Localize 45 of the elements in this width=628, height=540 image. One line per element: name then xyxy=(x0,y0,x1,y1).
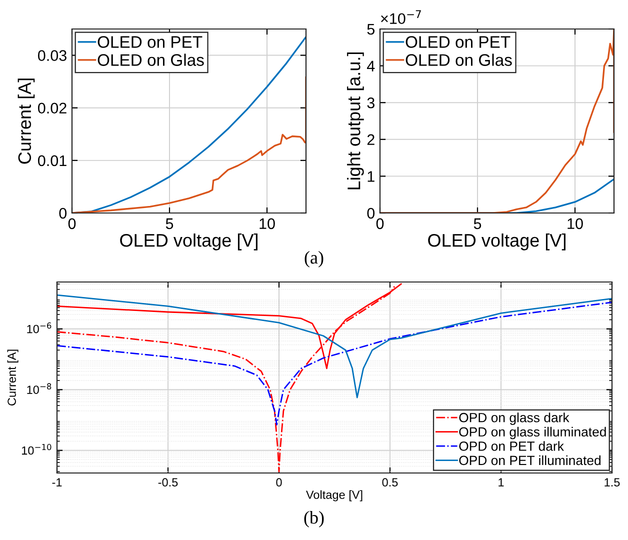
y-tick-label: 10$^{−8}$ xyxy=(27,383,52,394)
x-tick-label: 5 xyxy=(166,218,174,230)
y-tick-label: 0.02 xyxy=(38,102,66,114)
line-series xyxy=(57,294,612,398)
legend-label: OLED on PET xyxy=(98,36,202,48)
y-tick-label: 0 xyxy=(367,208,375,219)
text: (b) xyxy=(304,511,324,528)
x-tick-label: 0.5 xyxy=(382,478,398,487)
x-tick-label: 5 xyxy=(474,218,482,230)
x-axis-title: OLED voltage [V] xyxy=(120,233,258,250)
x-tick-label: 10 xyxy=(568,218,583,230)
y-tick-label: 2 xyxy=(367,134,374,145)
y-tick-label: 10$^{−6}$ xyxy=(27,322,52,334)
x-tick-label: 0 xyxy=(376,218,384,230)
x-tick-label: 1.5 xyxy=(604,478,620,487)
x-tick-label: -0.5 xyxy=(158,478,178,487)
legend-label: OPD on PET illuminated xyxy=(459,455,601,466)
y-tick-label: 3 xyxy=(367,97,374,108)
y-tick-label: 10$^{−10}$ xyxy=(22,444,52,455)
x-axis-title: Voltage [V] xyxy=(306,490,362,502)
legend-label: OLED on PET xyxy=(406,36,510,48)
y-tick-label: 0 xyxy=(59,208,67,219)
x-tick-label: 10 xyxy=(260,218,275,230)
y-tick-label: 0.01 xyxy=(38,155,66,166)
y-axis-title: Light output [a.u.] xyxy=(347,52,364,190)
y-tick-label: 4 xyxy=(366,60,375,72)
legend-label: OLED on Glas xyxy=(98,54,204,66)
legend-label: OPD on glass illuminated xyxy=(459,426,606,440)
y-axis-title: Current [A] xyxy=(18,78,35,164)
x-tick-label: 0 xyxy=(276,478,282,487)
text: ×10$^{−7}$ xyxy=(381,10,421,24)
line-series xyxy=(380,29,614,213)
y-tick-label: 1 xyxy=(368,171,374,182)
x-tick-label: 1 xyxy=(498,478,504,486)
legend-label: OPD on PET dark xyxy=(459,441,564,451)
x-tick-label: 0 xyxy=(68,218,76,230)
legend-label: OPD on glass dark xyxy=(459,412,570,425)
x-axis-title: OLED voltage [V] xyxy=(428,233,566,250)
legend-label: OLED on Glas xyxy=(406,54,512,66)
text: (a) xyxy=(304,251,324,268)
y-tick-label: 5 xyxy=(367,24,374,35)
line-series xyxy=(57,302,612,426)
y-axis-title: Current [A] xyxy=(7,350,18,406)
y-tick-label: 0.03 xyxy=(38,50,66,61)
x-tick-label: -1 xyxy=(52,478,62,486)
